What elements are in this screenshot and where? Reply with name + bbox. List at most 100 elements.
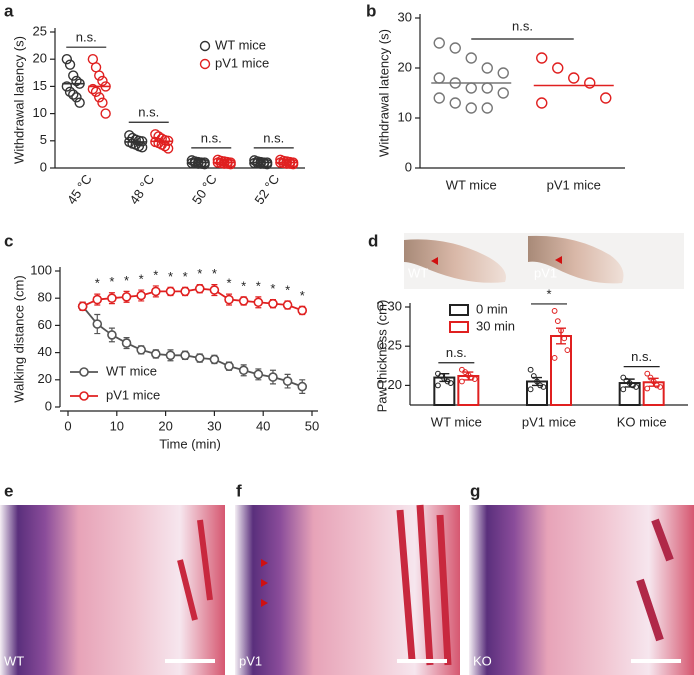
data-point: [297, 305, 308, 316]
annotation: *: [285, 282, 290, 297]
muscle-fiber: [396, 504, 452, 666]
data-point: [136, 290, 146, 301]
y-axis-label: Walking distance (cm): [11, 275, 26, 402]
data-point: [465, 52, 477, 64]
data-point: [92, 294, 103, 305]
muscle-fiber: [177, 519, 213, 621]
data-point: [644, 370, 651, 377]
annotation: *: [212, 266, 217, 281]
data-point: [92, 319, 103, 329]
data-point: [255, 158, 266, 169]
muscle-fiber: [636, 518, 674, 642]
y-tick-label: 20: [33, 51, 47, 66]
annotation: n.s.: [138, 105, 159, 120]
y-tick-label: 10: [33, 105, 47, 120]
legend-label: pV1 mice: [106, 387, 160, 402]
annotation: n.s.: [201, 130, 222, 145]
data-point: [225, 158, 236, 170]
annotation: *: [256, 278, 261, 293]
y-tick-label: 0.20: [377, 377, 402, 392]
data-point: [287, 158, 299, 170]
data-point: [540, 384, 547, 390]
y-axis-label: Withdrawal latency (s): [11, 36, 26, 164]
data-point: [536, 52, 548, 64]
data-point: [71, 75, 82, 87]
y-tick-label: 5: [40, 132, 47, 147]
panel-label: b: [366, 1, 376, 20]
panel-label: g: [470, 481, 480, 500]
data-point: [536, 97, 548, 109]
data-point: [253, 369, 264, 380]
x-tick-label: 50: [305, 418, 319, 433]
data-point: [180, 350, 190, 361]
image-label: KO: [473, 653, 492, 668]
data-point: [527, 366, 534, 373]
data-point: [561, 335, 568, 342]
legend-swatch: [449, 304, 469, 316]
annotation: *: [153, 267, 158, 282]
data-point: [224, 361, 234, 372]
x-tick-label: KO mice: [617, 414, 667, 429]
data-point: [471, 376, 478, 383]
data-point: [97, 75, 108, 87]
annotation: *: [95, 276, 100, 291]
y-tick-label: 15: [33, 78, 47, 93]
y-tick-label: 0.30: [377, 298, 402, 313]
data-point: [121, 292, 132, 302]
arrowhead: [261, 559, 268, 607]
data-point: [151, 349, 161, 359]
data-point: [136, 142, 148, 153]
data-point: [297, 381, 308, 392]
data-point: [449, 42, 461, 54]
photo-label: pV1: [534, 265, 557, 280]
data-point: [497, 67, 509, 79]
histology-image: [0, 505, 225, 675]
y-tick-label: 60: [38, 317, 52, 332]
data-point: [433, 37, 445, 49]
data-point: [433, 92, 445, 104]
data-point: [551, 355, 558, 361]
data-point: [647, 374, 654, 381]
data-point: [449, 97, 461, 109]
data-point: [497, 87, 509, 99]
x-tick-label: 20: [158, 418, 172, 433]
data-point: [61, 81, 73, 92]
arrowhead: [431, 257, 438, 265]
x-tick-label: 45 °C: [64, 172, 95, 207]
annotation: n.s.: [631, 349, 652, 364]
data-point: [537, 382, 544, 389]
histology: WT pV1 KO: [0, 504, 694, 675]
x-axis-label: Time (min): [159, 436, 221, 451]
data-point: [435, 382, 441, 389]
legend-marker: [79, 391, 89, 401]
data-point: [447, 380, 454, 386]
y-axis-label: Withdrawal latency (s): [376, 29, 391, 157]
data-point: [552, 62, 564, 74]
data-point: [94, 92, 105, 103]
data-point: [568, 72, 580, 84]
panel-label: f: [236, 481, 242, 500]
data-point: [97, 97, 108, 108]
data-point: [100, 108, 111, 119]
annotation: *: [124, 273, 129, 288]
data-point: [527, 386, 534, 393]
annotation: n.s.: [263, 130, 284, 145]
data-point: [209, 285, 220, 295]
data-point: [194, 283, 205, 294]
legend-label: 30 min: [476, 318, 515, 333]
series-line: [82, 287, 303, 312]
data-point: [481, 82, 493, 94]
data-point: [600, 92, 612, 104]
data-point: [199, 158, 210, 170]
x-tick-label: pV1 mice: [522, 414, 576, 429]
data-point: [282, 376, 293, 386]
panel-label: e: [4, 481, 13, 500]
legend-marker: [199, 58, 211, 70]
data-point: [64, 59, 76, 70]
series-line: [81, 305, 303, 388]
y-tick-label: 80: [38, 290, 52, 305]
data-point: [194, 353, 205, 363]
y-tick-label: 0: [405, 159, 412, 174]
legend-label: WT mice: [106, 363, 157, 378]
